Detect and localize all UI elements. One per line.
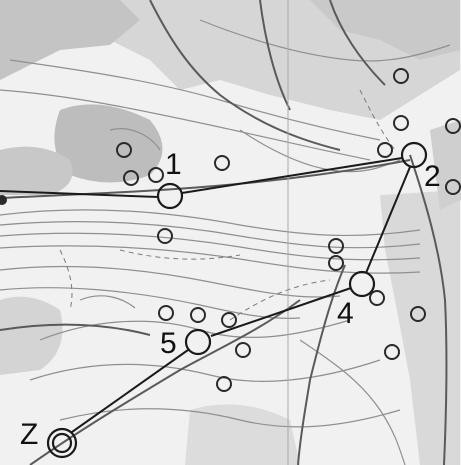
- control-circle: [158, 305, 174, 321]
- control-circle: [216, 376, 232, 392]
- finish-label: Z: [20, 418, 38, 451]
- control-4-label: 4: [337, 297, 354, 330]
- control-4-circle: [348, 270, 376, 298]
- control-circle: [116, 142, 132, 158]
- control-circle: [445, 118, 461, 134]
- control-circle: [393, 115, 409, 131]
- leg-4-to-5: [210, 287, 352, 337]
- control-circle: [328, 255, 344, 271]
- control-circle: [369, 290, 385, 306]
- finish-outer-circle: [46, 427, 78, 459]
- control-circle: [384, 344, 400, 360]
- control-circle: [410, 306, 426, 322]
- control-1-circle: [156, 182, 184, 210]
- other-control-circles: [0, 68, 461, 392]
- leg-5-to-finish: [71, 349, 189, 433]
- control-circle: [445, 179, 461, 195]
- offmap-start-marker: [0, 195, 7, 205]
- leg-1-to-2: [181, 157, 403, 194]
- control-5-circle: [184, 328, 212, 356]
- control-circle: [328, 238, 344, 254]
- control-circle: [221, 312, 237, 328]
- track-network: [0, 0, 448, 465]
- control-circle: [235, 342, 251, 358]
- control-circle: [377, 142, 393, 158]
- control-5-label: 5: [160, 327, 177, 360]
- control-circle: [393, 68, 409, 84]
- control-circle: [157, 228, 173, 244]
- leg-2-to-4: [365, 166, 411, 274]
- control-circle: [148, 167, 164, 183]
- finish-inner-circle: [51, 432, 73, 454]
- control-2-label: 2: [424, 160, 441, 193]
- footpaths: [59, 89, 396, 321]
- control-circle: [190, 307, 206, 323]
- control-circle: [123, 170, 139, 186]
- control-2-circle: [400, 141, 428, 169]
- course-legs: [0, 157, 411, 433]
- control-circle: [214, 155, 230, 171]
- control-1-label: 1: [165, 148, 182, 181]
- leg-offmap-to-1: [0, 190, 159, 198]
- course-controls: [46, 141, 428, 459]
